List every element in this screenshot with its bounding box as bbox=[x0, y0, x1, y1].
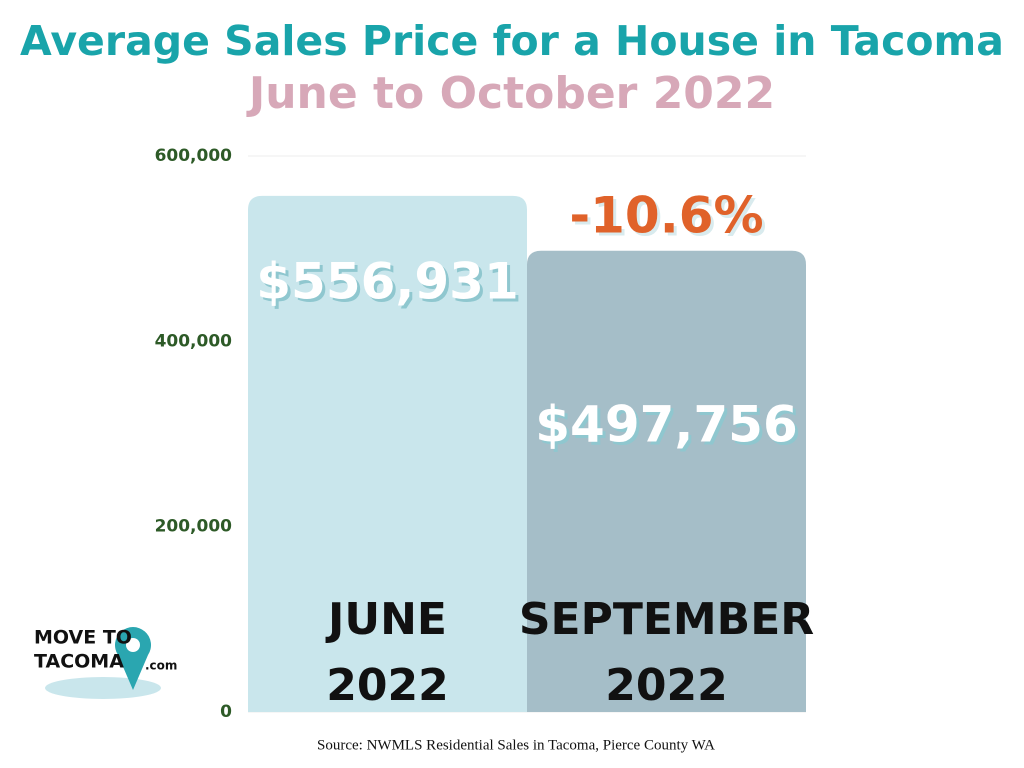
logo-text: TACOMA bbox=[34, 651, 124, 673]
x-tick-label: SEPTEMBER 2022 bbox=[518, 594, 815, 711]
chart-title: Average Sales Price for a House in Tacom… bbox=[20, 17, 1004, 65]
logo-shadow bbox=[45, 677, 161, 699]
value-label-shadow: $556,931 bbox=[259, 256, 522, 314]
value-label-shadow: $497,756 bbox=[538, 399, 801, 457]
value-label: $556,931 bbox=[256, 253, 519, 311]
source: Source: NWMLS Residential Sales in Tacom… bbox=[317, 737, 715, 753]
annotation: -10.6% bbox=[569, 187, 763, 245]
logo-pin bbox=[115, 627, 152, 690]
y-tick-label: 0 bbox=[220, 702, 232, 722]
y-tick-label: 200,000 bbox=[155, 517, 233, 537]
x-tick-label: JUNE 2022 bbox=[326, 594, 449, 711]
bar bbox=[248, 195, 527, 712]
annotation-shadow: -10.6% bbox=[572, 190, 766, 248]
y-tick-label: 600,000 bbox=[155, 146, 233, 166]
bar bbox=[527, 250, 806, 713]
y-tick-label: 400,000 bbox=[155, 331, 233, 351]
logo-pin-hole bbox=[126, 638, 140, 652]
chart-subtitle: June to October 2022 bbox=[246, 68, 775, 119]
logo: MOVE TO TACOMA .com bbox=[34, 627, 177, 699]
value-label: $497,756 bbox=[535, 396, 798, 454]
logo-text: .com bbox=[145, 659, 177, 673]
logo-text: MOVE TO bbox=[34, 627, 132, 649]
